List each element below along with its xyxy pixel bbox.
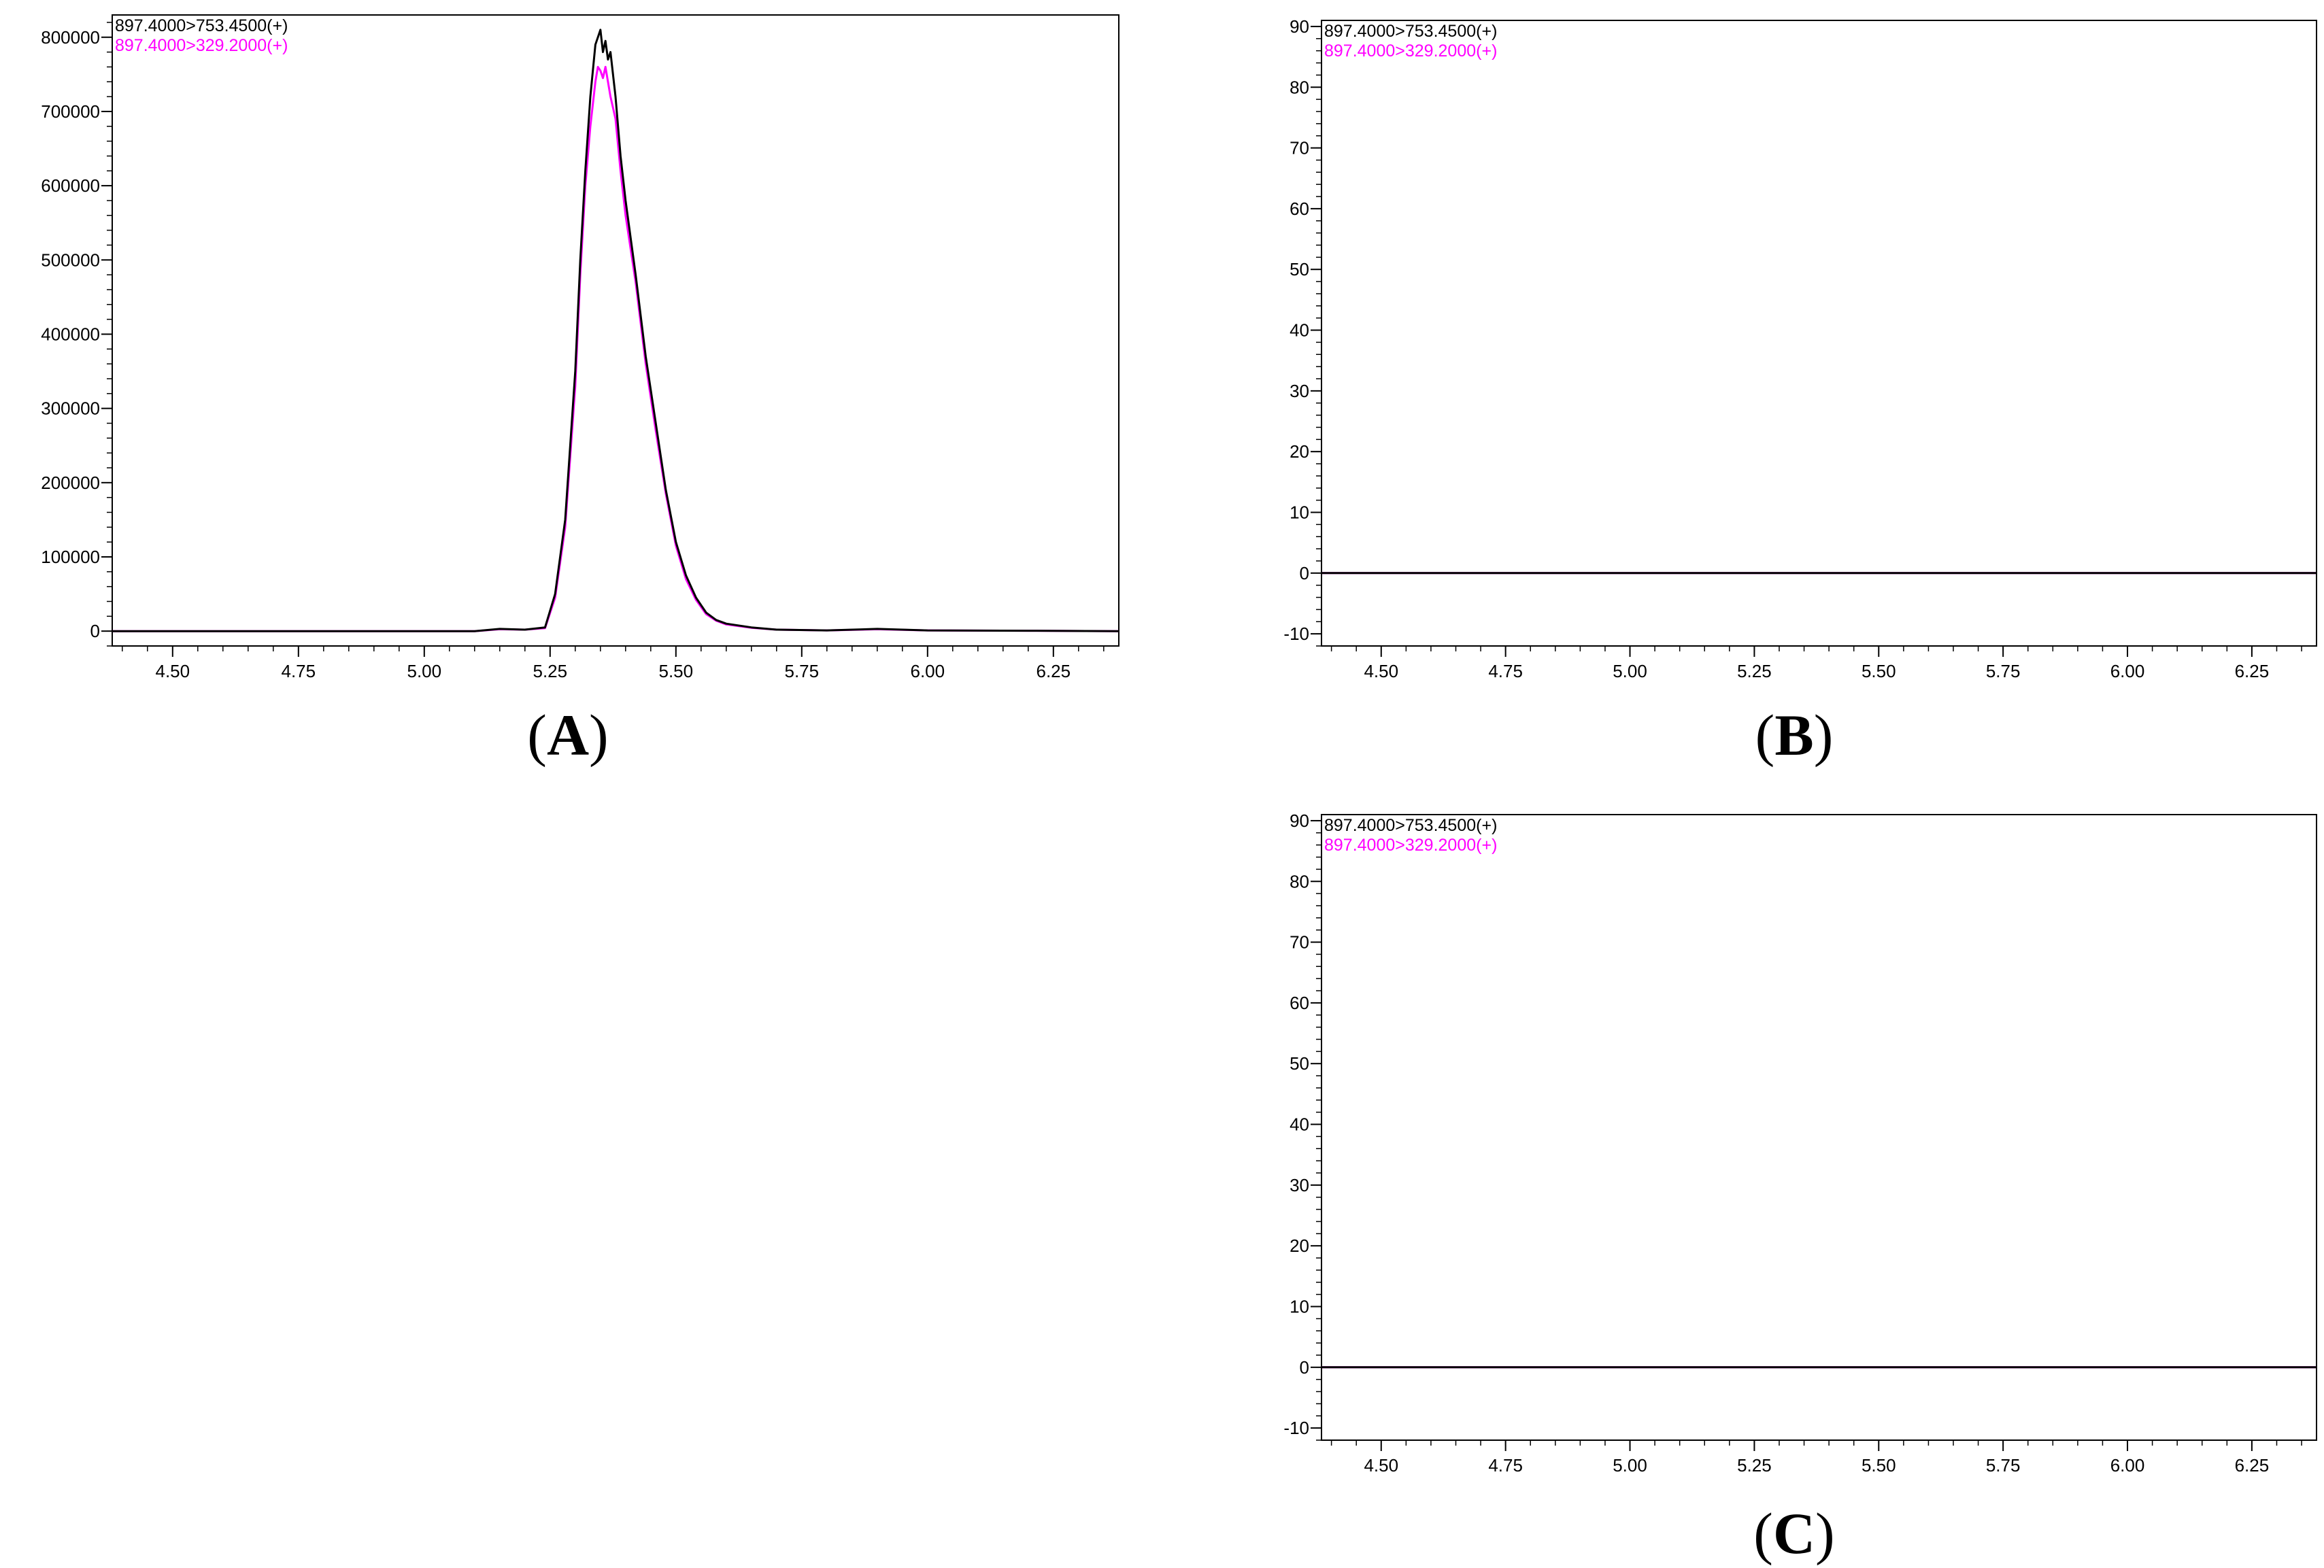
plot-frame-a xyxy=(112,14,1119,647)
series-line-magenta xyxy=(112,65,1119,632)
y-tick-label: 0 xyxy=(1300,563,1309,583)
y-tick-label: 30 xyxy=(1290,381,1309,401)
y-tick-label: 90 xyxy=(1290,811,1309,831)
y-tick-label: 100000 xyxy=(41,547,100,567)
x-tick-label: 5.75 xyxy=(784,661,819,681)
y-tick-label: 500000 xyxy=(41,250,100,270)
x-tick-label: 4.75 xyxy=(1488,661,1523,681)
y-tick-label: 10 xyxy=(1290,502,1309,522)
y-tick-label: 60 xyxy=(1290,993,1309,1013)
y-tick-label: 0 xyxy=(1300,1357,1309,1378)
y-tick-label: 0 xyxy=(90,621,100,641)
y-tick-label: 70 xyxy=(1290,138,1309,158)
y-tick-label: 10 xyxy=(1290,1296,1309,1316)
x-tick-label: 6.25 xyxy=(2235,1455,2270,1476)
x-tick-label: 6.00 xyxy=(2110,1455,2145,1476)
y-tick-label: 30 xyxy=(1290,1175,1309,1195)
legend-entry: 897.4000>753.4500(+) xyxy=(1324,816,1497,835)
x-tick-label: 5.00 xyxy=(1613,661,1647,681)
y-tick-label: 800000 xyxy=(41,27,100,48)
x-tick-label: 6.25 xyxy=(1036,661,1071,681)
x-tick-label: 4.50 xyxy=(155,661,190,681)
x-tick-label: 5.25 xyxy=(1737,661,1772,681)
x-tick-label: 5.25 xyxy=(1737,1455,1772,1476)
y-tick-label: 80 xyxy=(1290,77,1309,97)
y-tick-label: 70 xyxy=(1290,932,1309,953)
y-tick-label: 80 xyxy=(1290,871,1309,891)
x-tick-label: 5.75 xyxy=(1986,661,2021,681)
y-tick-label: 300000 xyxy=(41,398,100,419)
y-tick-label: 600000 xyxy=(41,175,100,196)
series-line-black xyxy=(112,29,1119,632)
x-tick-label: 4.50 xyxy=(1364,1455,1398,1476)
x-tick-label: 4.75 xyxy=(1488,1455,1523,1476)
x-tick-label: 4.50 xyxy=(1364,661,1398,681)
y-tick-label: 90 xyxy=(1290,16,1309,37)
plot-frame-c xyxy=(1321,814,2317,1441)
legend-entry: 897.4000>329.2000(+) xyxy=(1324,41,1497,61)
legend-entry: 897.4000>329.2000(+) xyxy=(115,36,288,55)
x-tick-label: 5.00 xyxy=(407,661,441,681)
panel-label-a: (A) xyxy=(527,702,608,768)
y-tick-label: -10 xyxy=(1283,1418,1309,1438)
x-tick-label: 5.50 xyxy=(1862,1455,1896,1476)
y-tick-label: 60 xyxy=(1290,199,1309,219)
x-tick-label: 6.25 xyxy=(2235,661,2270,681)
panel-label-b: (B) xyxy=(1755,702,1834,768)
x-tick-label: 5.50 xyxy=(658,661,693,681)
legend-entry: 897.4000>329.2000(+) xyxy=(1324,836,1497,855)
y-tick-label: 50 xyxy=(1290,1053,1309,1074)
chart-panel-b: 4.50 4.75 5.00 5.25 5.50 5.75 6.00 6.25 -10 0 10 20… xyxy=(1283,16,2317,681)
y-tick-label: 20 xyxy=(1290,1235,1309,1256)
y-tick-label: 20 xyxy=(1290,441,1309,462)
legend-entry: 897.4000>753.4500(+) xyxy=(115,16,288,35)
y-tick-label: 40 xyxy=(1290,320,1309,341)
x-tick-label: 6.00 xyxy=(2110,661,2145,681)
chart-panel-c: 4.50 4.75 5.00 5.25 5.50 5.75 6.00 6.25 -10 0 10 20… xyxy=(1283,811,2317,1476)
y-tick-label: 400000 xyxy=(41,324,100,344)
y-tick-label: 50 xyxy=(1290,259,1309,279)
x-tick-label: 5.75 xyxy=(1986,1455,2021,1476)
y-tick-label: 200000 xyxy=(41,473,100,493)
x-tick-label: 5.00 xyxy=(1613,1455,1647,1476)
legend-entry: 897.4000>753.4500(+) xyxy=(1324,22,1497,41)
y-tick-label: 40 xyxy=(1290,1114,1309,1135)
y-tick-label: 700000 xyxy=(41,101,100,122)
y-tick-label: -10 xyxy=(1283,624,1309,644)
chart-panel-a: 4.50 4.75 5.00 5.25 5.50 5.75 6.00 6.25 0 100000 2… xyxy=(41,14,1119,681)
x-tick-label: 5.25 xyxy=(533,661,567,681)
x-tick-label: 6.00 xyxy=(910,661,945,681)
x-tick-label: 4.75 xyxy=(281,661,316,681)
x-tick-label: 5.50 xyxy=(1862,661,1896,681)
panel-label-c: (C) xyxy=(1753,1501,1834,1566)
plot-frame-b xyxy=(1321,20,2317,647)
